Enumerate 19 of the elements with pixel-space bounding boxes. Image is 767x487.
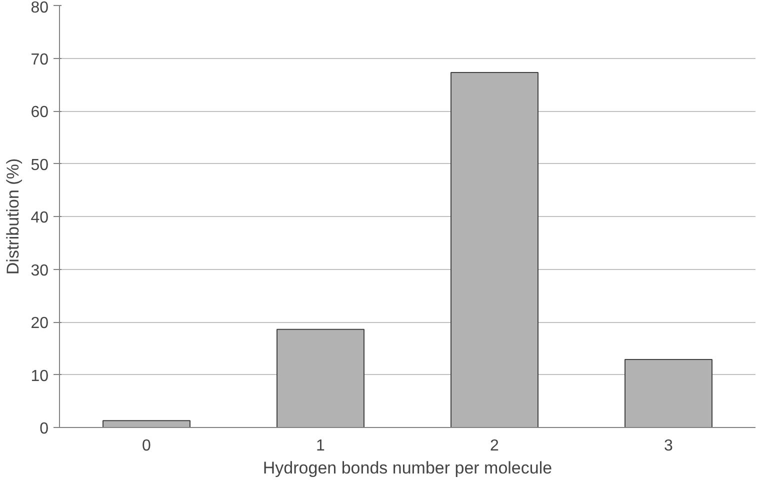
bar	[624, 358, 712, 428]
y-tick-label: 60	[30, 104, 49, 121]
y-tick-label: 10	[30, 368, 49, 385]
x-tick-label: 2	[490, 438, 500, 454]
bar	[102, 420, 190, 428]
y-tick-label: 70	[30, 51, 49, 68]
x-tick-label: 3	[664, 438, 674, 454]
x-tick-label: 1	[316, 438, 326, 454]
y-tick-label: 80	[30, 0, 49, 16]
bar	[450, 72, 538, 428]
x-axis-title: Hydrogen bonds number per molecule	[262, 458, 552, 478]
y-tick-label: 50	[30, 156, 49, 174]
y-axis-title: Distribution (%)	[4, 158, 23, 275]
y-tick-label: 30	[30, 262, 49, 280]
bar	[276, 328, 364, 428]
y-tick-label: 0	[40, 420, 49, 438]
y-tick-label: 40	[30, 210, 49, 226]
y-tick-label: 20	[30, 315, 49, 332]
x-tick-label: 0	[142, 438, 152, 454]
